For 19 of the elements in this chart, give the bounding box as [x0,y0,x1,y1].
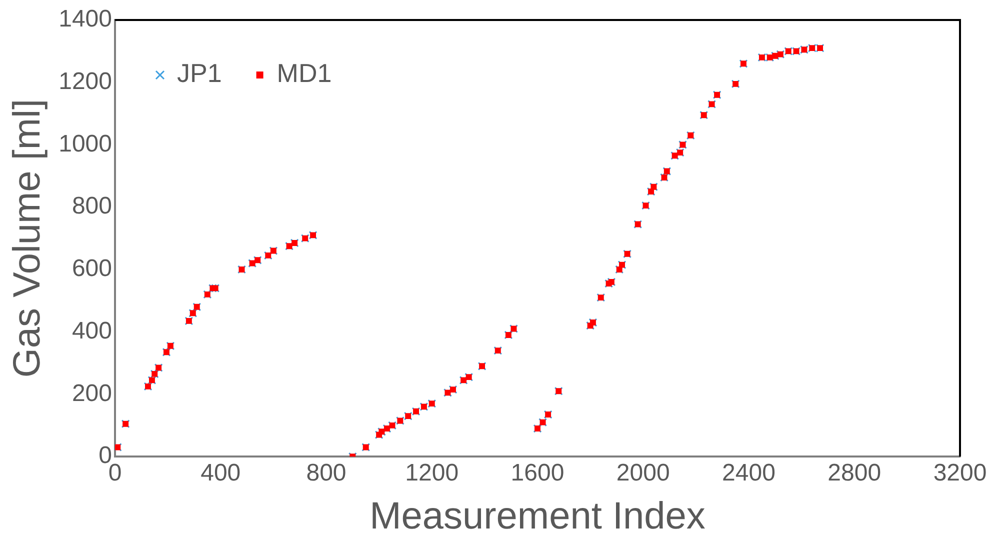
x-tick-label: 2800 [828,460,882,487]
x-tick-label: 400 [200,460,241,487]
y-axis-title: Gas Volume [ml] [6,98,48,378]
y-tick-label: 600 [72,255,112,282]
y-tick-label: 1400 [58,6,112,33]
y-tick-label: 400 [72,317,112,344]
x-tick-label: 1200 [405,460,459,487]
legend-label: MD1 [276,58,332,88]
y-tick-label: 1000 [58,130,112,158]
y-tick-label: 200 [72,380,112,407]
legend-label: JP1 [176,58,222,88]
y-tick-label: 800 [72,192,112,220]
x-tick-label: 800 [306,460,346,487]
x-tick-label: 1600 [510,460,564,487]
x-tick-label: 2000 [616,460,670,487]
x-axis-title: Measurement Index [370,496,706,538]
x-tick-label: 2400 [722,460,776,487]
y-tick-label: 1200 [58,68,112,95]
x-tick-label: 3200 [933,460,987,487]
